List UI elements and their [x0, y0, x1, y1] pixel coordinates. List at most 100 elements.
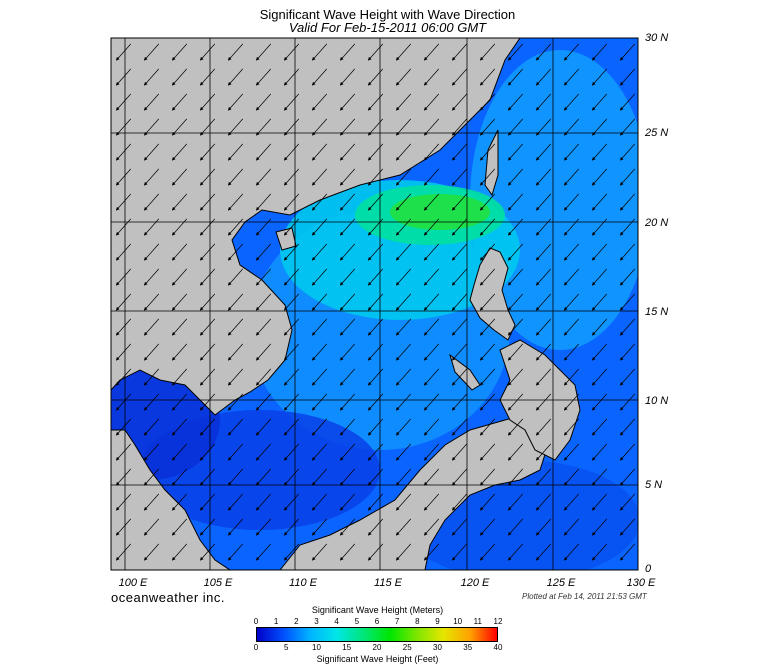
- colorbar-tick: 9: [435, 617, 440, 626]
- wave-arrow: [255, 43, 272, 61]
- wave-arrow: [507, 243, 524, 261]
- wave-arrow: [171, 343, 188, 361]
- colorbar-tick: 15: [342, 643, 352, 652]
- wave-arrow: [423, 143, 440, 161]
- wave-arrow: [451, 468, 468, 486]
- wave-arrow: [535, 68, 552, 86]
- wave-arrow: [395, 193, 412, 211]
- wave-arrow: [619, 468, 636, 486]
- lat-label-20n: 20 N: [645, 217, 669, 229]
- wave-arrow: [115, 368, 132, 386]
- wave-arrow: [199, 143, 216, 161]
- wave-arrow: [451, 218, 468, 236]
- wave-arrow: [451, 243, 468, 261]
- wave-arrow: [171, 193, 188, 211]
- wave-arrow: [115, 318, 132, 336]
- wave-arrow: [227, 68, 244, 86]
- wave-arrow: [619, 443, 636, 461]
- wave-arrow: [143, 218, 160, 236]
- wave-arrow: [115, 393, 132, 411]
- wave-arrow: [451, 268, 468, 286]
- wave-arrow: [423, 168, 440, 186]
- lon-label-110e: 110 E: [289, 577, 317, 589]
- taiwan: [484, 129, 499, 197]
- wave-arrow: [143, 93, 160, 111]
- wave-arrow: [143, 418, 160, 436]
- lon-label-120e: 120 E: [460, 577, 490, 589]
- wave-arrow: [255, 193, 272, 211]
- wave-arrow: [535, 118, 552, 136]
- wave-arrow: [255, 543, 272, 561]
- wave-arrow: [311, 218, 328, 236]
- wave-arrow: [115, 443, 132, 461]
- wave-arrow: [199, 518, 216, 536]
- wave-arrow: [115, 418, 132, 436]
- wave-arrow: [171, 418, 188, 436]
- wave-arrow: [199, 418, 216, 436]
- wave-arrow: [255, 368, 272, 386]
- wave-arrow: [255, 293, 272, 311]
- wave-arrow: [563, 493, 580, 511]
- wave-arrow: [311, 443, 328, 461]
- wave-arrow: [535, 468, 552, 486]
- wave-arrow: [451, 293, 468, 311]
- wave-arrow: [395, 543, 412, 561]
- wave-arrow: [339, 268, 356, 286]
- wave-arrow: [311, 68, 328, 86]
- wave-arrow: [255, 343, 272, 361]
- wave-arrow: [535, 493, 552, 511]
- colorbar-tick: 35: [463, 643, 473, 652]
- wave-arrow: [227, 418, 244, 436]
- wave-arrow: [563, 293, 580, 311]
- wave-arrow: [507, 43, 524, 61]
- wave-arrow: [423, 93, 440, 111]
- wave-arrow: [339, 68, 356, 86]
- wave-arrow: [619, 368, 636, 386]
- wave-arrow: [339, 518, 356, 536]
- wave-arrow: [115, 518, 132, 536]
- wave-arrow: [591, 43, 608, 61]
- wave-arrow: [311, 168, 328, 186]
- wave-arrow: [199, 43, 216, 61]
- wave-arrow: [479, 93, 496, 111]
- wave-arrow: [255, 68, 272, 86]
- wave-arrow: [283, 193, 300, 211]
- wave-arrow: [507, 493, 524, 511]
- wave-arrow: [451, 318, 468, 336]
- wave-arrow: [591, 93, 608, 111]
- wave-arrow: [227, 218, 244, 236]
- wave-arrow: [311, 268, 328, 286]
- wave-arrow: [199, 318, 216, 336]
- wave-arrow: [451, 393, 468, 411]
- wave-arrow: [171, 393, 188, 411]
- lat-label-0: 0: [645, 563, 652, 575]
- wave-arrow: [479, 243, 496, 261]
- wave-arrow: [591, 268, 608, 286]
- wave-arrow: [395, 268, 412, 286]
- wave-arrow: [339, 368, 356, 386]
- wave-arrow: [255, 318, 272, 336]
- wave-arrow: [227, 443, 244, 461]
- wave-arrow: [507, 468, 524, 486]
- wave-arrow: [591, 468, 608, 486]
- wave-arrow: [283, 318, 300, 336]
- wave-arrow: [115, 468, 132, 486]
- wave-arrow: [423, 518, 440, 536]
- wave-arrow: [227, 343, 244, 361]
- wave-arrow: [591, 193, 608, 211]
- wave-arrow: [451, 193, 468, 211]
- luzon: [469, 247, 516, 341]
- wave-arrow: [423, 43, 440, 61]
- wave-arrow: [199, 193, 216, 211]
- wave-arrow: [311, 118, 328, 136]
- wave-arrow: [507, 293, 524, 311]
- colorbar-tick: 20: [372, 643, 382, 652]
- wave-arrow: [311, 418, 328, 436]
- wave-arrow: [619, 418, 636, 436]
- wave-arrow: [479, 393, 496, 411]
- lat-label-5n: 5 N: [645, 479, 663, 491]
- wave-arrow: [339, 543, 356, 561]
- lat-label-15n: 15 N: [645, 306, 669, 318]
- lon-label-125e: 125 E: [546, 577, 576, 589]
- wave-arrow: [535, 418, 552, 436]
